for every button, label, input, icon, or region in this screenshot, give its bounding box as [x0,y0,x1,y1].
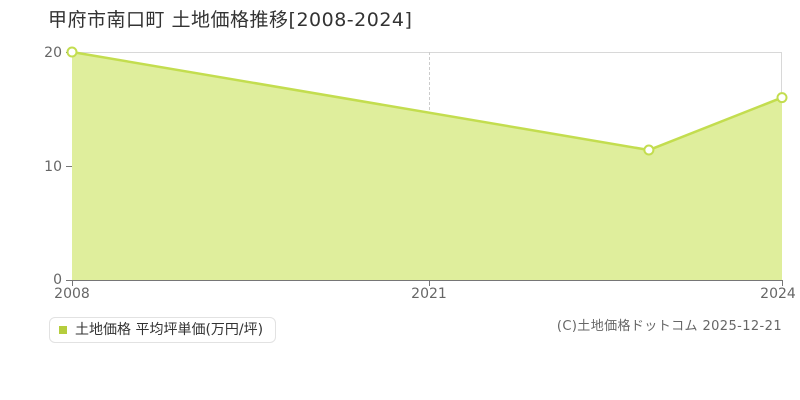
x-axis-tick-2021 [429,280,430,286]
x-axis-label-2024: 2024 [760,286,796,302]
y-axis-label-10: 10 [44,159,62,175]
x-axis-tick-2024 [782,280,783,286]
y-axis-tick-0 [66,280,73,281]
plot-area [66,46,788,280]
data-point-2021 [643,144,655,156]
x-axis-label-2008: 2008 [54,286,90,302]
legend-swatch-icon [59,326,67,334]
data-point-2008 [66,46,78,58]
chart-legend[interactable]: 土地価格 平均坪単価(万円/坪) [49,317,277,343]
y-axis-label-20: 20 [44,45,62,61]
copyright-credit: (C)土地価格ドットコム 2025-12-21 [556,319,782,334]
data-point-2024 [776,92,788,104]
x-axis-tick-2008 [72,280,73,286]
plot-border-top [72,52,782,53]
y-axis-label-0: 0 [53,272,62,288]
area-fill-land-price [72,52,782,280]
x-axis-label-2021: 2021 [411,286,447,302]
legend-item-label: 土地価格 平均坪単価(万円/坪) [75,322,264,338]
chart-title: 甲府市南口町 土地価格推移[2008-2024] [48,9,413,31]
y-axis-tick-10 [66,166,73,167]
x-axis-line [72,280,783,281]
series-graphics [66,46,788,280]
